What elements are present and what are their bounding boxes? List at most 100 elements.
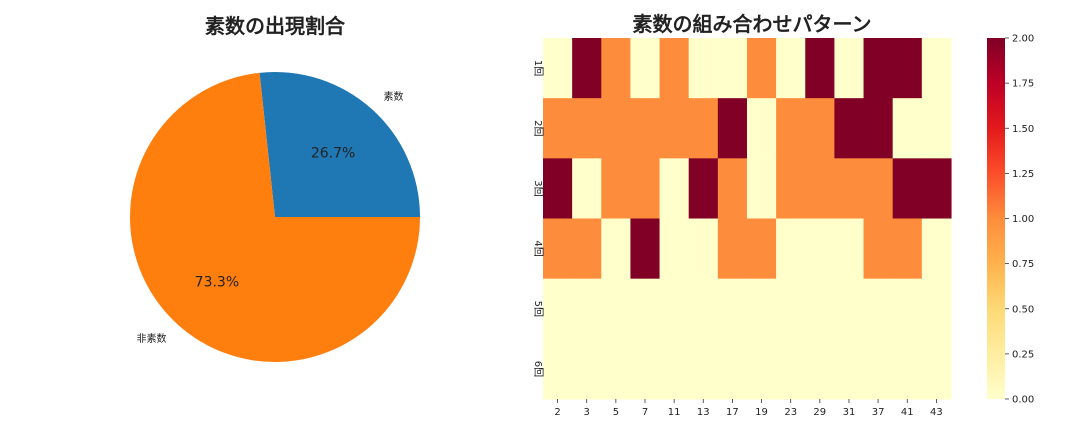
heatmap-cell-r4-c6 [717, 278, 748, 340]
x-tick-label-12: 41 [901, 407, 914, 418]
y-tick-label-3: 4回 [532, 240, 544, 256]
x-tick-label-9: 29 [813, 407, 826, 418]
heatmap-cell-r1-c2 [601, 98, 632, 159]
heatmap-cell-r0-c13 [921, 38, 952, 99]
heatmap-cell-r3-c5 [688, 218, 719, 280]
heatmap-cell-r5-c11 [863, 338, 894, 400]
x-tick-label-8: 23 [784, 407, 797, 418]
heatmap-cell-r2-c10 [834, 158, 865, 220]
x-tick-label-10: 31 [843, 407, 856, 418]
heatmap-cell-r0-c6 [717, 38, 748, 99]
colorbar-tick-label-2: 0.50 [1012, 304, 1034, 315]
heatmap-cell-r0-c5 [688, 38, 719, 99]
colorbar-tick-label-1: 0.25 [1012, 349, 1034, 360]
colorbar-tick-label-8: 2.00 [1012, 34, 1034, 45]
heatmap-cell-r1-c7 [746, 98, 777, 159]
heatmap-cell-r5-c5 [688, 338, 719, 400]
heatmap-cell-r1-c13 [921, 98, 952, 159]
heatmap-cell-r3-c8 [776, 218, 806, 280]
colorbar-tick-label-6: 1.50 [1012, 124, 1034, 135]
heatmap-cell-r2-c4 [659, 158, 690, 220]
heatmap-cell-r0-c12 [892, 38, 923, 99]
heatmap-cell-r0-c4 [659, 38, 690, 99]
x-tick-label-2: 5 [613, 407, 619, 418]
heatmap-cell-r3-c10 [834, 218, 865, 280]
heatmap-cell-r5-c1 [572, 338, 602, 400]
heatmap-cell-r4-c10 [834, 278, 865, 340]
heatmap-cell-r0-c11 [863, 38, 894, 99]
heatmap-cell-r4-c1 [572, 278, 602, 340]
heatmap-cell-r2-c7 [746, 158, 777, 220]
heatmap-cell-r4-c11 [863, 278, 894, 340]
y-tick-label-1: 2回 [532, 120, 544, 136]
heatmap-cell-r4-c9 [805, 278, 835, 340]
colorbar-axis: 0.00 0.25 0.50 0.75 1.00 1.25 1.50 1.75 2.00 [1005, 34, 1034, 406]
heatmap-cell-r2-c13 [921, 158, 952, 220]
heatmap-cell-r3-c11 [863, 218, 894, 280]
heatmap-cell-r0-c1 [572, 38, 602, 99]
heatmap-cell-r2-c12 [892, 158, 923, 220]
heatmap-cell-r4-c0 [543, 278, 573, 340]
heatmap-cell-r1-c12 [892, 98, 923, 159]
y-tick-label-4: 5回 [532, 301, 544, 317]
pie-percent-label-0: 26.7% [311, 145, 355, 161]
colorbar-tick-label-5: 1.25 [1012, 169, 1034, 180]
x-tick-label-4: 11 [668, 407, 681, 418]
pie-slice-0 [259, 72, 420, 217]
x-tick-label-7: 19 [755, 407, 768, 418]
heatmap-cell-r2-c5 [688, 158, 719, 220]
x-tick-label-5: 13 [697, 407, 710, 418]
heatmap-cell-r1-c0 [543, 98, 573, 159]
x-tick-label-3: 7 [642, 407, 648, 418]
pie-slice-1 [129, 72, 420, 363]
heatmap-cell-r4-c13 [921, 278, 952, 340]
y-tick-label-5: 6回 [532, 361, 544, 377]
x-tick-label-11: 37 [872, 407, 885, 418]
heatmap-cell-r4-c12 [892, 278, 923, 340]
heatmap-cell-r5-c3 [630, 338, 661, 400]
heatmap-cell-r3-c3 [630, 218, 661, 280]
pie-title: 素数の出現割合 [205, 14, 346, 38]
colorbar-tick-label-4: 1.00 [1012, 214, 1034, 225]
heatmap-cell-r0-c9 [805, 38, 835, 99]
heatmap-cell-r4-c2 [601, 278, 632, 340]
heatmap-cell-r3-c2 [601, 218, 632, 280]
heatmap-cell-r4-c4 [659, 278, 690, 340]
x-tick-label-13: 43 [930, 407, 943, 418]
heatmap-cell-r3-c12 [892, 218, 923, 280]
heatmap-cell-r2-c6 [717, 158, 748, 220]
heatmap-cell-r1-c9 [805, 98, 835, 159]
y-tick-label-0: 1回 [532, 60, 544, 76]
x-tick-label-0: 2 [554, 407, 560, 418]
x-tick-label-6: 17 [726, 407, 739, 418]
heatmap-cell-r1-c6 [717, 98, 748, 159]
colorbar-tick-label-3: 0.75 [1012, 259, 1034, 270]
heatmap-cell-r5-c8 [776, 338, 806, 400]
heatmap-cell-r4-c7 [746, 278, 777, 340]
heatmap-cell-r0-c8 [776, 38, 806, 99]
colorbar-tick-label-7: 1.75 [1012, 79, 1034, 90]
heatmap-cell-r5-c12 [892, 338, 923, 400]
heatmap-cell-r0-c2 [601, 38, 632, 99]
heatmap-cell-r1-c11 [863, 98, 894, 159]
pie-category-label-1: 非素数 [137, 332, 167, 345]
heatmap-cell-r4-c8 [776, 278, 806, 340]
heatmap-title: 素数の組み合わせパターン [633, 12, 872, 36]
heatmap-cell-r2-c9 [805, 158, 835, 220]
heatmap-cell-r3-c13 [921, 218, 952, 280]
heatmap-cell-r1-c5 [688, 98, 719, 159]
pie-chart: 26.7% 素数 73.3% 非素数 [129, 72, 420, 363]
pie-percent-label-1: 73.3% [195, 275, 239, 291]
colorbar [987, 38, 1005, 399]
heatmap-cell-r2-c11 [863, 158, 894, 220]
colorbar-tick-label-0: 0.00 [1012, 395, 1034, 406]
heatmap-cell-r5-c6 [717, 338, 748, 400]
heatmap-cell-r3-c6 [717, 218, 748, 280]
heatmap-cell-r1-c10 [834, 98, 865, 159]
x-tick-label-1: 3 [584, 407, 590, 418]
heatmap-cell-r5-c10 [834, 338, 865, 400]
heatmap-cell-r0-c10 [834, 38, 865, 99]
heatmap-cell-r1-c4 [659, 98, 690, 159]
